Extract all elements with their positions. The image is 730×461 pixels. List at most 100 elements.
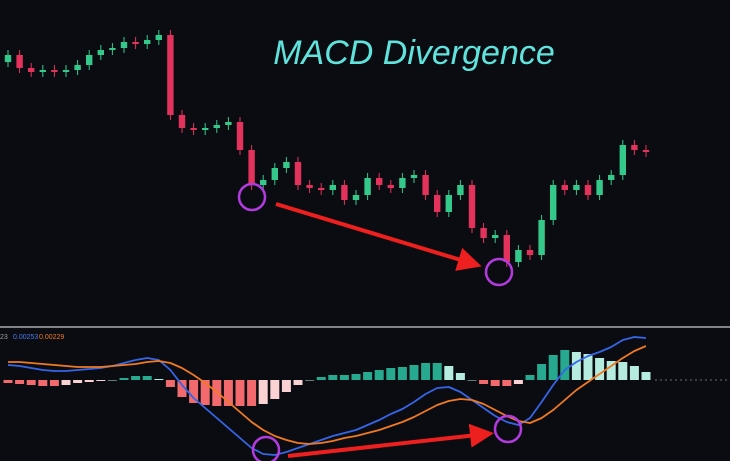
histogram-bar xyxy=(606,361,616,380)
histogram-bar xyxy=(328,375,338,380)
divergence-arrow xyxy=(275,202,482,271)
histogram-bar xyxy=(583,354,593,380)
histogram-bar xyxy=(455,373,465,380)
histogram-bar xyxy=(618,362,628,380)
histogram-bar xyxy=(3,380,13,383)
histogram-bar xyxy=(258,380,268,404)
candle-body xyxy=(190,128,197,130)
candle-body xyxy=(573,185,580,190)
candle-body xyxy=(97,50,104,55)
histogram-bar xyxy=(142,376,152,380)
histogram-bar xyxy=(15,380,25,384)
histogram-bar xyxy=(548,355,558,380)
histogram-bar xyxy=(293,380,303,385)
candle-body xyxy=(457,185,464,195)
histogram-bar xyxy=(165,380,175,387)
histogram-bar xyxy=(479,380,489,384)
histogram-bar xyxy=(502,380,512,386)
histogram-bar xyxy=(641,372,651,380)
highlight-circle xyxy=(237,182,267,212)
candle-body xyxy=(492,235,499,238)
histogram-bar xyxy=(247,380,257,406)
candle-body xyxy=(120,42,128,48)
candle-body xyxy=(526,250,534,255)
histogram-bar xyxy=(467,380,477,381)
histogram-bar xyxy=(61,380,71,385)
candle-body xyxy=(51,70,58,72)
candle-body xyxy=(364,178,371,195)
candle-body xyxy=(642,150,650,152)
candle-body xyxy=(561,185,568,190)
candle-body xyxy=(202,128,209,130)
candle-body xyxy=(387,185,394,188)
highlight-circle xyxy=(484,257,514,287)
candle-body xyxy=(248,150,255,185)
macd-line xyxy=(8,345,647,445)
histogram-bar xyxy=(189,380,199,403)
histogram-bar xyxy=(595,358,605,380)
candle-body xyxy=(468,185,476,228)
histogram-bar xyxy=(432,363,442,380)
candle-body xyxy=(213,125,220,128)
candle-body xyxy=(584,185,592,195)
candle-body xyxy=(410,175,418,178)
candle-body xyxy=(318,188,325,190)
candle-body xyxy=(631,145,638,150)
candle-body xyxy=(109,48,116,50)
candle-body xyxy=(294,162,302,185)
histogram-bar xyxy=(96,380,106,381)
candle-body xyxy=(341,185,348,200)
histogram-bar xyxy=(223,380,233,406)
histogram-bar xyxy=(397,367,407,380)
histogram-bar xyxy=(131,376,141,380)
histogram-bar xyxy=(571,352,581,380)
candle-body xyxy=(178,115,186,128)
candle-body xyxy=(503,235,510,262)
candle-body xyxy=(132,42,139,44)
candle-body xyxy=(74,65,81,70)
histogram-bar xyxy=(119,378,129,380)
candle-body xyxy=(167,35,174,115)
histogram-bar xyxy=(26,380,36,385)
histogram-bar xyxy=(49,380,59,386)
candle-body xyxy=(538,220,545,255)
macd-pane xyxy=(3,336,651,456)
candle-body xyxy=(225,122,232,125)
highlight-circle xyxy=(251,435,281,461)
candle-body xyxy=(550,185,557,220)
histogram-bar xyxy=(351,374,361,380)
histogram-bar xyxy=(386,368,396,380)
histogram-bar xyxy=(409,365,419,380)
legend-text: 0.00253 xyxy=(13,334,38,341)
histogram-bar xyxy=(235,380,245,406)
histogram-bar xyxy=(200,380,210,405)
candle-body xyxy=(283,162,290,168)
candle-body xyxy=(434,195,441,212)
histogram-bar xyxy=(281,380,291,392)
candle-body xyxy=(4,55,12,62)
histogram-bar xyxy=(490,380,500,386)
histogram-bar xyxy=(363,372,373,380)
candle-body xyxy=(86,55,93,65)
histogram-bar xyxy=(270,380,280,399)
histogram-bar xyxy=(107,380,117,381)
candle-body xyxy=(306,185,313,188)
candle-body xyxy=(271,168,278,180)
candle-body xyxy=(445,195,452,212)
highlight-circle xyxy=(493,414,523,444)
candle-body xyxy=(39,70,46,72)
candle-body xyxy=(376,178,383,185)
histogram-bar xyxy=(629,366,639,380)
histogram-bar xyxy=(154,379,164,380)
histogram-bar xyxy=(513,380,523,384)
candle-body xyxy=(144,40,151,44)
histogram-bar xyxy=(84,380,94,382)
candle-body xyxy=(515,250,522,262)
histogram-bar xyxy=(316,377,326,380)
divergence-arrow xyxy=(287,423,494,458)
candle-body xyxy=(155,35,162,40)
histogram-bar xyxy=(444,366,454,380)
histogram-bar xyxy=(374,370,384,380)
